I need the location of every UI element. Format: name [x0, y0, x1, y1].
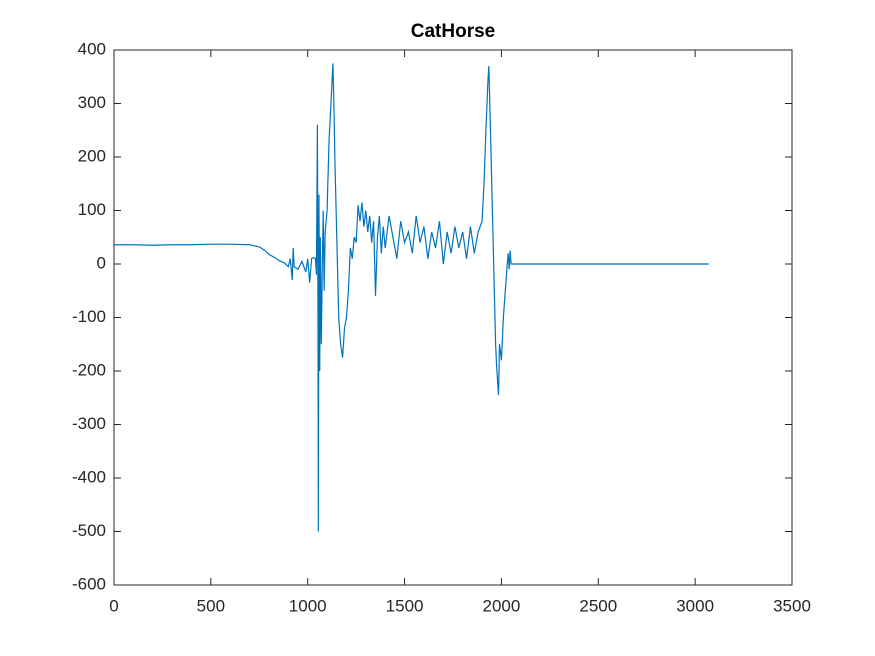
y-tick-label: -100 — [72, 307, 106, 326]
x-tick-label: 0 — [109, 596, 118, 615]
y-tick-label: -400 — [72, 467, 106, 486]
x-tick-label: 1000 — [289, 596, 327, 615]
x-tick-label: 3500 — [773, 596, 811, 615]
x-tick-label: 2500 — [579, 596, 617, 615]
y-tick-label: 400 — [78, 39, 106, 58]
y-tick-label: 100 — [78, 200, 106, 219]
x-tick-label: 3000 — [676, 596, 714, 615]
x-tick-label: 500 — [197, 596, 225, 615]
y-tick-label: -500 — [72, 521, 106, 540]
x-tick-label: 2000 — [483, 596, 521, 615]
y-tick-label: -600 — [72, 574, 106, 593]
plot-area — [113, 49, 793, 586]
y-tick-label: 0 — [97, 253, 106, 272]
data-line — [114, 63, 709, 532]
y-tick-label: 300 — [78, 93, 106, 112]
y-tick-label: 200 — [78, 146, 106, 165]
x-tick-label: 1500 — [386, 596, 424, 615]
chart-title: CatHorse — [411, 21, 495, 42]
y-tick-label: -300 — [72, 414, 106, 433]
y-tick-label: -200 — [72, 360, 106, 379]
